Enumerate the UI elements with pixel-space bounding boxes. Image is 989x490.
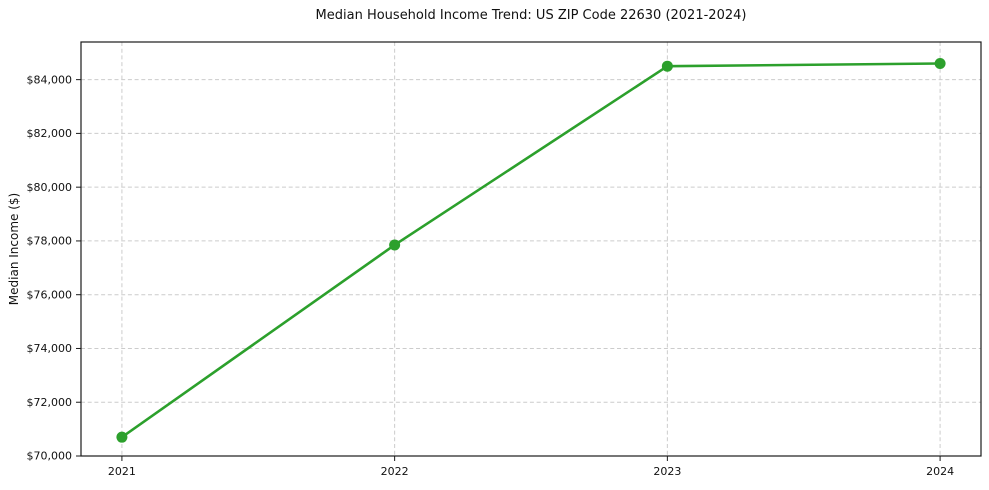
y-tick-label: $78,000 [27, 235, 73, 248]
y-tick-label: $76,000 [27, 288, 73, 301]
chart-title: Median Household Income Trend: US ZIP Co… [315, 8, 747, 23]
plot-frame [80, 41, 982, 457]
data-point [116, 431, 128, 443]
y-tick-label: $82,000 [27, 127, 73, 140]
y-tick-label: $84,000 [27, 73, 73, 86]
x-tick-label: 2023 [653, 465, 681, 478]
data-point [934, 58, 946, 70]
x-tick-label: 2024 [926, 465, 954, 478]
data-point [389, 239, 401, 251]
x-tick-label: 2022 [381, 465, 409, 478]
data-point [661, 60, 673, 72]
y-tick-label: $80,000 [27, 181, 73, 194]
trend-line [120, 62, 942, 439]
y-tick-label: $72,000 [27, 396, 73, 409]
y-tick-label: $74,000 [27, 342, 73, 355]
y-tick-label: $70,000 [27, 450, 73, 463]
x-tick-label: 2021 [108, 465, 136, 478]
